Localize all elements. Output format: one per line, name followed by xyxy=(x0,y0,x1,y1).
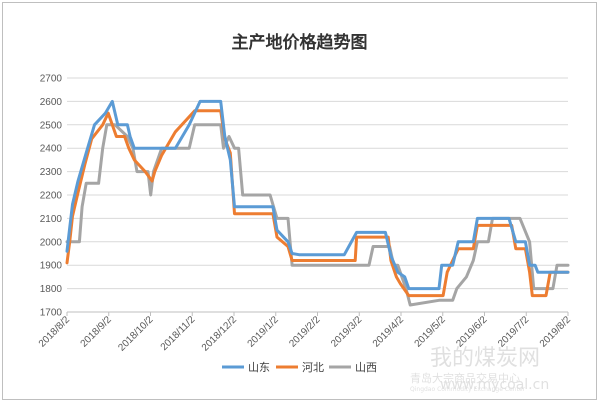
y-tick-label: 1900 xyxy=(40,261,63,272)
x-tick-label: 2019/8/2 xyxy=(538,314,574,350)
watermark-company-en: Qingdao Commodity Exchange Center xyxy=(410,386,526,393)
series-line-山西 xyxy=(65,123,570,307)
gridlines xyxy=(66,77,569,316)
x-tick-label: 2018/12/2 xyxy=(200,314,240,354)
watermark: 我的煤炭网 青岛大宗商品交易中心 Qingdao Commodity Excha… xyxy=(410,346,549,393)
y-tick-label: 2100 xyxy=(40,214,63,225)
y-tick-label: 2700 xyxy=(40,74,63,85)
series-line-河北 xyxy=(65,109,570,298)
y-tick-label: 2600 xyxy=(40,97,63,108)
x-tick-label: 2019/1/2 xyxy=(246,314,282,350)
watermark-company: 青岛大宗商品交易中心 xyxy=(410,371,520,385)
y-axis-ticks: 1700 1800 1900 2000 2100 2200 2300 2400 2500 2600… xyxy=(40,74,63,319)
watermark-brand: 我的煤炭网 xyxy=(430,346,540,371)
legend-label-山东: 山东 xyxy=(248,361,270,374)
legend: 山东 河北 山西 xyxy=(222,361,377,374)
chart-title: 主产地价格趋势图 xyxy=(231,33,368,53)
x-tick-label: 2019/3/2 xyxy=(329,314,365,350)
x-tick-label: 2018/11/2 xyxy=(159,314,198,353)
x-tick-label: 2018/10/2 xyxy=(116,314,156,354)
legend-label-山西: 山西 xyxy=(355,361,377,374)
x-tick-label: 2018/8/2 xyxy=(37,314,73,350)
watermark-url: www.mycoal.cn xyxy=(440,377,549,393)
x-tick-label: 2018/9/2 xyxy=(79,314,115,350)
y-tick-label: 1700 xyxy=(40,308,63,319)
legend-label-河北: 河北 xyxy=(302,361,324,374)
series-line-山东 xyxy=(65,99,570,291)
y-tick-label: 2300 xyxy=(40,167,63,178)
y-tick-label: 2400 xyxy=(40,144,63,155)
y-tick-label: 2200 xyxy=(40,191,63,202)
x-tick-label: 2019/2/2 xyxy=(287,314,323,350)
series-lines xyxy=(65,99,570,307)
y-tick-label: 2000 xyxy=(40,237,63,248)
y-tick-label: 1800 xyxy=(40,284,63,295)
x-tick-label: 2019/4/2 xyxy=(371,314,407,350)
x-tick-label: 2019/7/2 xyxy=(496,314,532,350)
x-tick-label: 2019/6/2 xyxy=(454,314,490,350)
y-tick-label: 2500 xyxy=(40,120,63,131)
x-tick-label: 2019/5/2 xyxy=(413,314,449,350)
